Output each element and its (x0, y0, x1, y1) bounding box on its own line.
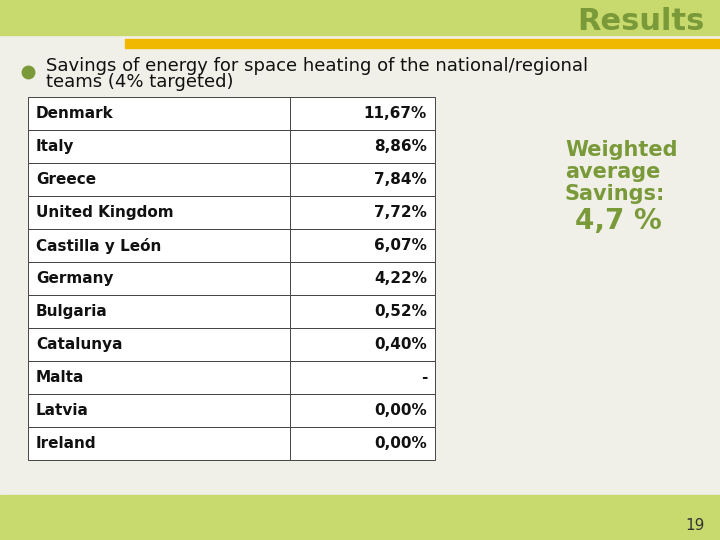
Bar (0, 0, 720, 35)
Bar (28, 229, 435, 262)
Text: Castilla y León: Castilla y León (36, 238, 161, 253)
Text: 11,67%: 11,67% (364, 106, 427, 121)
Text: Denmark: Denmark (36, 106, 114, 121)
Bar (28, 427, 435, 460)
Bar (28, 130, 435, 163)
Text: Latvia: Latvia (36, 403, 89, 418)
Text: 19: 19 (685, 517, 705, 532)
Text: Germany: Germany (36, 271, 114, 286)
Text: 0,40%: 0,40% (374, 337, 427, 352)
Text: 7,72%: 7,72% (374, 205, 427, 220)
Text: 8,86%: 8,86% (374, 139, 427, 154)
Bar (28, 394, 435, 427)
Text: Savings of energy for space heating of the national/regional: Savings of energy for space heating of t… (46, 57, 588, 75)
Bar (28, 163, 435, 196)
Text: Results: Results (577, 6, 705, 36)
Bar (28, 328, 435, 361)
Text: Italy: Italy (36, 139, 74, 154)
Text: 0,00%: 0,00% (374, 436, 427, 451)
Text: Ireland: Ireland (36, 436, 96, 451)
Text: Malta: Malta (36, 370, 84, 385)
Text: 4,7 %: 4,7 % (575, 207, 662, 235)
Text: United Kingdom: United Kingdom (36, 205, 174, 220)
Text: Bulgaria: Bulgaria (36, 304, 108, 319)
Text: Catalunya: Catalunya (36, 337, 122, 352)
Bar (0, 495, 720, 540)
Text: average: average (565, 162, 660, 182)
Bar (28, 295, 435, 328)
Text: teams (4% targeted): teams (4% targeted) (46, 73, 233, 91)
Bar (28, 262, 435, 295)
Text: Savings:: Savings: (565, 184, 665, 204)
Bar (28, 97, 435, 130)
Text: 4,22%: 4,22% (374, 271, 427, 286)
Bar (125, 39, 720, 48)
Bar (28, 196, 435, 229)
Text: Weighted: Weighted (565, 140, 678, 160)
Text: 7,84%: 7,84% (374, 172, 427, 187)
Text: 0,00%: 0,00% (374, 403, 427, 418)
Text: 0,52%: 0,52% (374, 304, 427, 319)
Text: Greece: Greece (36, 172, 96, 187)
Bar (28, 361, 435, 394)
Text: 6,07%: 6,07% (374, 238, 427, 253)
Text: -: - (420, 370, 427, 385)
